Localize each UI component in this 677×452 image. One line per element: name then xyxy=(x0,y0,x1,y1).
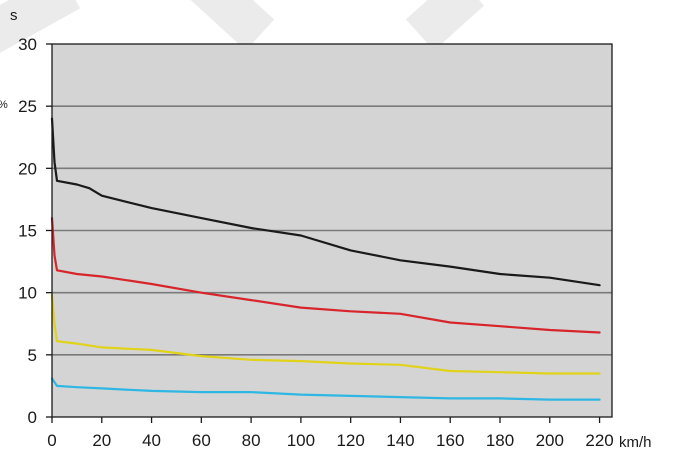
y-tick-label-25: 25 xyxy=(18,97,37,116)
y-tick-label-10: 10 xyxy=(18,284,37,303)
series-line-4 xyxy=(50,377,601,401)
y-tick-label-30: 30 xyxy=(18,35,37,54)
y-axis-label: s xyxy=(10,7,18,24)
x-axis-label: km/h xyxy=(619,434,652,451)
x-tick-label-180: 180 xyxy=(486,431,514,450)
series-line-2 xyxy=(50,217,601,334)
x-tick-label-200: 200 xyxy=(536,431,564,450)
y-tick-label-5: 5 xyxy=(28,346,37,365)
y-tick-label-20: 20 xyxy=(18,159,37,178)
x-tick-label-100: 100 xyxy=(287,431,315,450)
y-tick-label-0: 0 xyxy=(28,408,37,427)
x-tick-label-60: 60 xyxy=(192,431,211,450)
x-tick-label-80: 80 xyxy=(242,431,261,450)
ticks xyxy=(46,43,601,423)
tick-labels: 0 20 40 60 80 100 120 140 160 180 200 220 0 5 10 15 20 25… xyxy=(18,35,614,450)
series-group xyxy=(50,117,601,401)
x-tick-label-160: 160 xyxy=(436,431,464,450)
x-tick-label-140: 140 xyxy=(386,431,414,450)
x-tick-label-0: 0 xyxy=(47,431,56,450)
y-tick-label-15: 15 xyxy=(18,222,37,241)
series-line-1 xyxy=(50,117,601,287)
x-tick-label-20: 20 xyxy=(92,431,111,450)
x-tick-label-220: 220 xyxy=(585,431,613,450)
grid xyxy=(52,105,612,356)
series-line-3 xyxy=(50,294,601,375)
x-tick-label-40: 40 xyxy=(142,431,161,450)
x-tick-label-120: 120 xyxy=(336,431,364,450)
watermark: % xyxy=(0,0,485,111)
watermark-text: % xyxy=(0,99,8,111)
